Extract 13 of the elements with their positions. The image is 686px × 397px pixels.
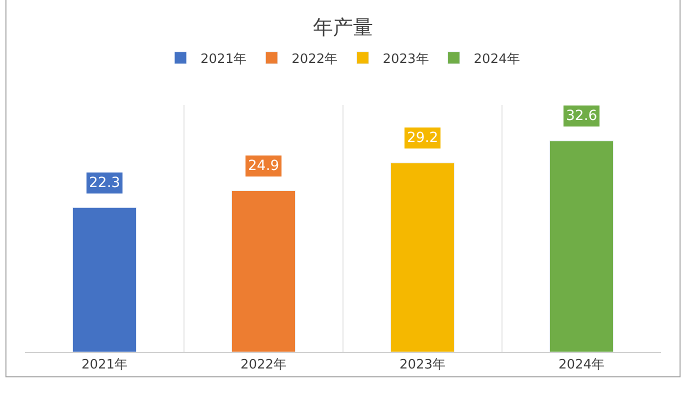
data-label: 22.3: [89, 175, 120, 191]
x-tick-label: 2024年: [558, 358, 605, 373]
legend-label: 2022年: [292, 52, 338, 67]
legend-label: 2023年: [382, 52, 429, 67]
x-tick-label: 2021年: [81, 358, 128, 373]
legend-label: 2024年: [474, 52, 520, 67]
data-label: 32.6: [566, 108, 598, 124]
data-label: 29.2: [407, 130, 438, 146]
x-tick-label: 2022年: [240, 358, 287, 373]
chart-title: 年产量: [313, 14, 373, 39]
data-label: 24.9: [248, 158, 280, 174]
x-tick-label: 2023年: [399, 358, 446, 373]
legend-label: 2021年: [200, 52, 247, 67]
